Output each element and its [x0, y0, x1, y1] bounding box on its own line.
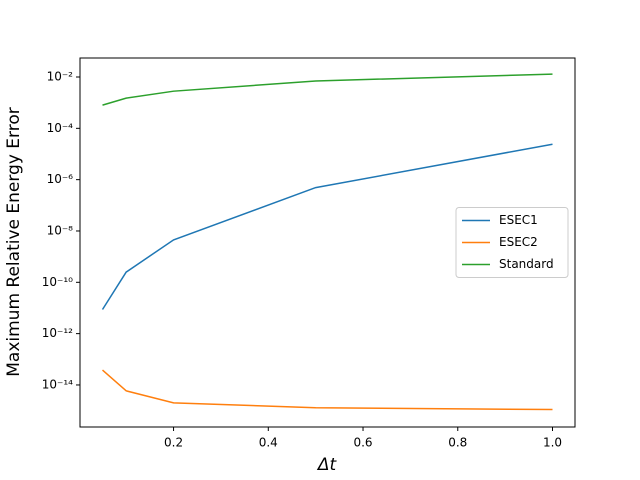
y-tick-label: 10⁻² — [47, 69, 74, 83]
line-series — [102, 73, 553, 106]
y-tick-label: 10⁻⁶ — [47, 172, 74, 186]
x-axis-label: Δt — [316, 455, 338, 475]
plot-frame — [79, 57, 576, 428]
y-tick-label: 10⁻¹⁴ — [42, 377, 73, 391]
line-series — [101, 143, 553, 310]
y-tick-label: 10⁻¹⁰ — [42, 275, 73, 289]
x-tick-label: 1.0 — [543, 436, 562, 450]
legend-label: ESEC1 — [499, 213, 538, 227]
line-series — [102, 369, 553, 411]
legend-box — [455, 207, 569, 278]
y-axis-label: Maximum Relative Energy Error — [4, 107, 24, 377]
x-tick-label: 0.4 — [259, 436, 278, 450]
legend-label: ESEC2 — [499, 235, 538, 249]
x-tick-label: 0.2 — [164, 436, 183, 450]
x-tick-label: 0.8 — [448, 436, 467, 450]
y-tick-label: 10⁻⁸ — [47, 223, 74, 237]
y-tick-label: 10⁻¹² — [42, 326, 73, 340]
legend-label: Standard — [499, 257, 554, 271]
x-tick-label: 0.6 — [353, 436, 372, 450]
y-tick-label: 10⁻⁴ — [47, 121, 74, 135]
